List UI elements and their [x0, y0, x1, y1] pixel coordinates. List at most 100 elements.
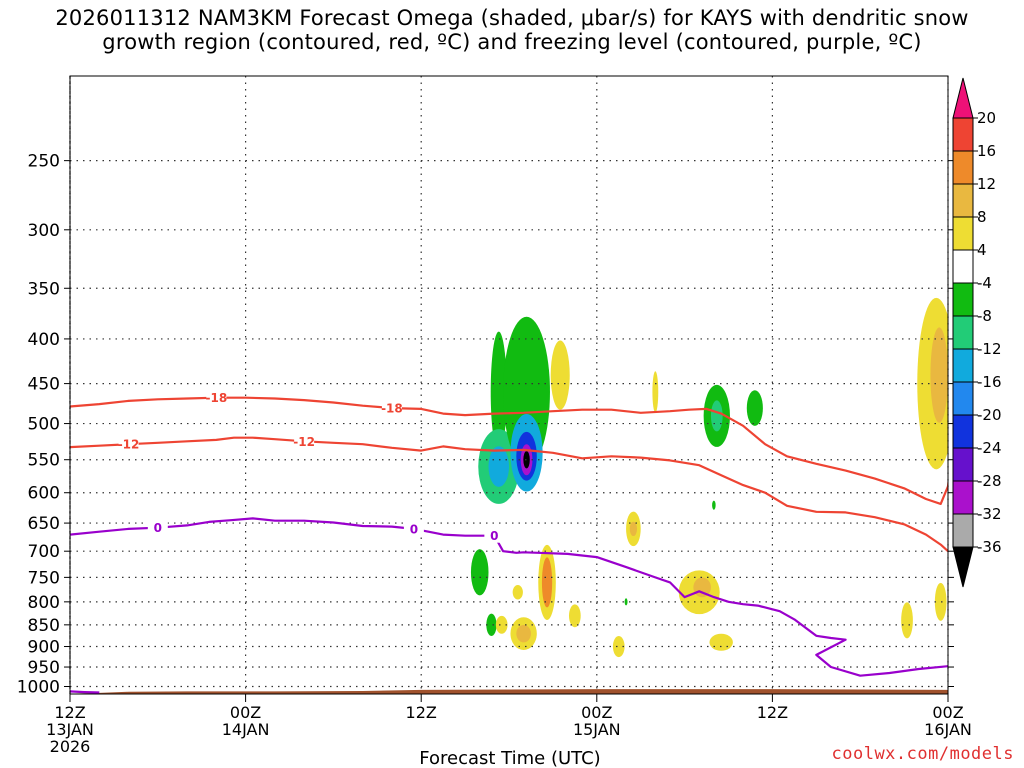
omega-cell-28 [652, 371, 659, 413]
y-tick-label: 500 [28, 415, 60, 435]
colorbar-label: 20 [977, 109, 996, 127]
y-tick-label: 300 [28, 221, 60, 241]
x-tick-label: 00Z [932, 703, 963, 722]
omega-cell-12 [516, 624, 531, 643]
y-axis-ticks: 250 300 350 400 450 500 550 600 650 700 750 800 850 9… [17, 152, 954, 697]
colorbar-bin-3 [952, 183, 974, 218]
colorbar-label: -32 [977, 505, 1002, 523]
x-tick-label: 12Z [406, 703, 437, 722]
contours [70, 396, 948, 694]
colorbar-bin-12 [952, 480, 974, 515]
omega-cell-20 [612, 635, 625, 658]
omega-cell-29 [624, 598, 628, 606]
colorbar-bin-4 [952, 216, 974, 251]
contour-label: -18 [205, 391, 227, 405]
colorbar-label: -20 [977, 406, 1002, 424]
x-tick-label: 12Z [54, 703, 85, 722]
colorbar-label: -28 [977, 472, 1002, 490]
terrain [70, 689, 948, 694]
x-tick-label: 2026 [50, 737, 91, 756]
contour-line--12-1 [70, 436, 948, 553]
y-tick-label: 400 [28, 330, 60, 350]
contour-label: 0 [154, 521, 162, 535]
omega-cell-10 [550, 340, 570, 410]
colorbar-bottom-arrow [952, 546, 974, 588]
omega-cell-31 [930, 327, 948, 423]
omega-cell-26 [746, 390, 763, 426]
y-tick-label: 700 [28, 542, 60, 562]
contour-label: -12 [293, 435, 315, 449]
omega-cell-0 [490, 331, 507, 453]
omega-cell-9 [523, 451, 530, 469]
x-tick-label: 13JAN [46, 720, 94, 739]
omega-cell-14 [541, 557, 553, 608]
contour-label: -18 [381, 402, 403, 416]
colorbar-bin-10 [952, 414, 974, 449]
omega-cell-4 [486, 613, 497, 637]
y-tick-label: 250 [28, 152, 60, 172]
colorbar-bin-2 [952, 150, 974, 185]
colorbar-label: -12 [977, 340, 1002, 358]
chart-title-line-2: growth region (contoured, red, ºC) and f… [102, 30, 922, 54]
y-tick-label: 450 [28, 375, 60, 395]
colorbar-bin-6 [952, 282, 974, 317]
contour-label: 0 [410, 522, 418, 536]
omega-cell-19 [629, 521, 638, 537]
plot-frame [69, 75, 949, 695]
x-axis-label: Forecast Time (UTC) [419, 748, 600, 768]
colorbar-bin-8 [952, 348, 974, 383]
colorbar-bin-7 [952, 315, 974, 350]
colorbar-top-arrow [952, 77, 974, 119]
colorbar-label: -16 [977, 373, 1002, 391]
omega-cell-32 [901, 602, 913, 639]
contour-line-extra-3 [70, 690, 100, 694]
y-tick-label: 600 [28, 484, 60, 504]
y-tick-label: 800 [28, 593, 60, 613]
colorbar-label: -36 [977, 538, 1002, 556]
credit-text: coolwx.com/models [831, 744, 1014, 764]
colorbar-bin-13 [952, 513, 974, 548]
contour-label-bg [294, 434, 315, 449]
colorbar-label: 8 [977, 208, 987, 226]
x-tick-label: 00Z [230, 703, 261, 722]
omega-cell-15 [512, 584, 523, 600]
y-tick-label: 750 [28, 568, 60, 588]
colorbar-bin-1 [952, 117, 974, 152]
colorbar-bin-9 [952, 381, 974, 416]
colorbar: 20 16 12 8 4 -4 -8 -12 -16 -20 -24 -28 -32 -36 [952, 77, 1002, 588]
x-tick-label: 12Z [757, 703, 788, 722]
x-tick-label: 14JAN [222, 720, 270, 739]
plot-border [69, 75, 949, 695]
x-tick-label: 00Z [581, 703, 612, 722]
y-tick-label: 550 [28, 451, 60, 471]
colorbar-label: 16 [977, 142, 996, 160]
terrain-fill [70, 689, 948, 694]
contour-label-bg [381, 401, 402, 416]
colorbar-label: -8 [977, 307, 992, 325]
y-tick-label: 350 [28, 279, 60, 299]
y-tick-label: 950 [28, 658, 60, 678]
omega-shading [470, 297, 948, 658]
y-tick-label: 850 [28, 616, 60, 636]
contour-label-bg [403, 521, 424, 536]
omega-cell-17 [568, 604, 581, 628]
x-tick-label: 16JAN [924, 720, 972, 739]
contour-labels: -18 -18 -12 -12 0 0 0 [118, 390, 505, 543]
contour-label: 0 [490, 529, 498, 543]
omega-cell-16 [495, 615, 508, 634]
contour-label-bg [484, 528, 505, 543]
omega-cell-2 [488, 446, 509, 487]
omega-cell-3 [470, 549, 489, 596]
colorbar-bin-5 [952, 249, 974, 284]
y-tick-label: 650 [28, 514, 60, 534]
colorbar-label: 4 [977, 241, 987, 259]
contour-line-0-2 [70, 517, 948, 677]
contour-label: -12 [118, 438, 140, 452]
chart-title-line-1: 2026011312 NAM3KM Forecast Omega (shaded… [55, 6, 969, 30]
colorbar-label: 12 [977, 175, 996, 193]
x-tick-label: 15JAN [573, 720, 621, 739]
colorbar-label: -24 [977, 439, 1002, 457]
contour-label-bg [118, 437, 139, 452]
